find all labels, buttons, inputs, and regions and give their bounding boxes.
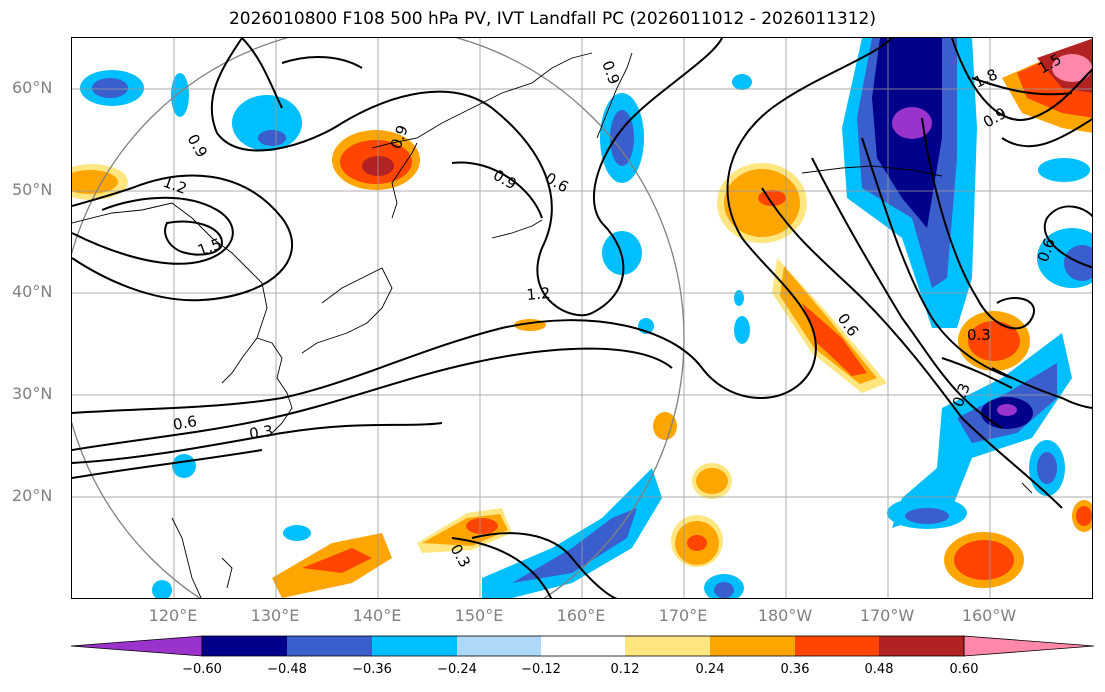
colorbar-tick: −0.48 <box>267 662 307 677</box>
map-title: 2026010800 F108 500 hPa PV, IVT Landfall… <box>228 9 876 29</box>
neg-anomaly-blob <box>734 316 750 344</box>
colorbar-outline <box>201 635 965 657</box>
neg-anomaly-core <box>610 110 634 166</box>
neg-anomaly-blob <box>152 580 172 598</box>
lat-label: 50°N <box>12 180 53 199</box>
colorbar-tick: 0.48 <box>864 662 894 677</box>
colorbar-tick: 0.12 <box>610 662 640 677</box>
lon-label: 170°E <box>658 606 708 625</box>
pos-anomaly-core <box>802 303 867 376</box>
lat-label: 30°N <box>12 384 53 403</box>
lon-label: 160°W <box>961 606 1017 625</box>
colorbar-segment <box>879 636 964 656</box>
pos-anomaly-blob <box>653 412 677 440</box>
colorbar-segment <box>541 636 625 656</box>
map-panel: 0.9 1.2 1.5 0.9 0.6 0.9 1.2 0.6 0.3 0.3 … <box>71 37 1093 599</box>
colorbar-tick: −0.60 <box>182 662 222 677</box>
colorbar-extend-low <box>70 635 203 657</box>
lon-label: 150°E <box>454 606 504 625</box>
contour-label: 0.6 <box>172 412 199 434</box>
colorbar-segment <box>457 636 541 656</box>
contour-label: 0.3 <box>967 326 991 344</box>
neg-anomaly-blob <box>283 525 311 541</box>
contour-label: 0.9 <box>980 104 1010 132</box>
lon-label: 130°E <box>250 606 300 625</box>
neg-anomaly-core <box>892 107 932 139</box>
lat-label: 60°N <box>12 78 53 97</box>
neg-anomaly-blob <box>171 73 189 117</box>
neg-anomaly-core <box>997 404 1017 416</box>
pos-anomaly-core <box>968 321 1020 361</box>
contour-label: 0.6 <box>542 169 572 197</box>
colorbar-tick: −0.12 <box>521 662 561 677</box>
pos-anomaly-core <box>1052 54 1092 82</box>
colorbar-segment <box>710 636 795 656</box>
colorbar-segment <box>372 636 457 656</box>
pos-anomaly-core <box>687 535 707 551</box>
contour-label: 0.3 <box>248 422 274 443</box>
colorbar-segment <box>795 636 879 656</box>
colorbar-segment <box>287 636 372 656</box>
lon-label: 170°W <box>859 606 915 625</box>
neg-anomaly-core <box>258 130 286 146</box>
colorbar-tick: 0.60 <box>949 662 979 677</box>
colorbar-extend-high <box>963 635 1095 657</box>
lat-label: 20°N <box>12 486 53 505</box>
neg-anomaly-band <box>512 508 637 583</box>
neg-anomaly-core <box>714 582 734 598</box>
neg-anomaly-band <box>482 468 662 598</box>
coastlines <box>72 52 1033 598</box>
contour-label: 1.5 <box>195 235 224 260</box>
colorbar-tick: −0.24 <box>437 662 477 677</box>
neg-anomaly-blob <box>734 290 744 306</box>
neg-anomaly-blob <box>172 454 196 478</box>
lon-label: 180°W <box>757 606 813 625</box>
neg-anomaly-core <box>92 78 128 98</box>
colorbar-tick: −0.36 <box>352 662 392 677</box>
colorbar-segment <box>202 636 287 656</box>
colorbar-tick: 0.36 <box>780 662 810 677</box>
contour-label: 1.2 <box>526 284 551 304</box>
map-svg: 0.9 1.2 1.5 0.9 0.6 0.9 1.2 0.6 0.3 0.3 … <box>72 38 1092 598</box>
pos-anomaly-core <box>302 548 372 573</box>
pos-anomaly-blob <box>696 468 728 494</box>
contour-label: 0.9 <box>184 131 212 161</box>
pos-anomaly-blob <box>72 170 118 194</box>
lon-label: 120°E <box>148 606 198 625</box>
pos-anomaly-core <box>466 518 498 534</box>
landfall-circle <box>72 38 685 598</box>
neg-anomaly-blob <box>732 74 752 90</box>
pv-contours <box>72 38 1092 598</box>
lon-label: 140°E <box>352 606 402 625</box>
neg-anomaly-blob <box>1038 158 1090 182</box>
shading-layer <box>72 38 1092 598</box>
gridlines <box>72 38 1092 598</box>
lat-label: 40°N <box>12 282 53 301</box>
lon-label: 160°E <box>556 606 606 625</box>
neg-anomaly-core <box>1037 452 1057 484</box>
pos-anomaly-core <box>954 540 1014 580</box>
neg-anomaly-core <box>905 508 949 524</box>
colorbar-tick: 0.24 <box>695 662 725 677</box>
pos-anomaly-core <box>1076 506 1092 526</box>
colorbar-segment <box>625 636 710 656</box>
contour-label-layer: 0.9 1.2 1.5 0.9 0.6 0.9 1.2 0.6 0.3 0.3 … <box>161 50 1065 571</box>
